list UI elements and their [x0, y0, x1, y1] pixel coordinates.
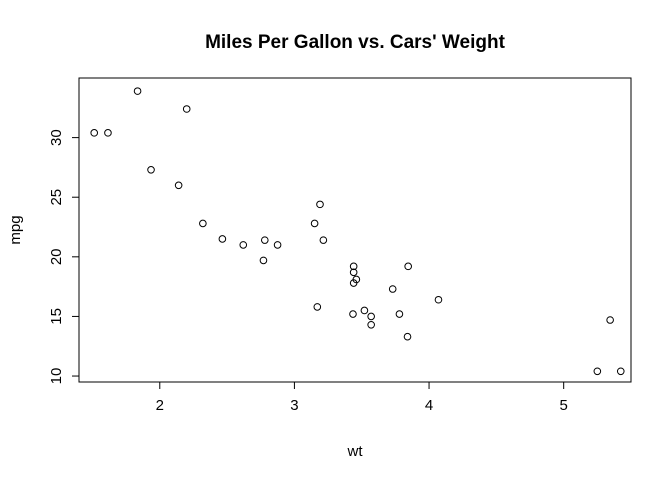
x-tick-label: 5: [560, 397, 568, 414]
data-point: [133, 87, 142, 95]
data-point: [182, 105, 191, 113]
y-axis: 10 15 20 25 30: [48, 129, 80, 385]
data-point: [273, 241, 282, 249]
data-point: [104, 129, 112, 137]
data-point: [349, 262, 358, 271]
x-tick-label: 4: [425, 397, 433, 414]
plot-frame: [78, 77, 632, 383]
data-point: [260, 236, 269, 244]
chart-title: Miles Per Gallon vs. Cars' Weight: [205, 32, 505, 53]
y-tick-label: 15: [48, 308, 65, 325]
x-axis-label: wt: [347, 443, 364, 460]
data-point: [606, 316, 614, 324]
data-point: [349, 268, 358, 277]
y-axis-label: mpg: [7, 215, 24, 244]
data-point: [388, 285, 397, 293]
y-tick-label: 25: [48, 189, 65, 206]
x-tick-label: 3: [290, 397, 298, 414]
data-point: [218, 235, 227, 243]
data-point: [593, 367, 602, 376]
data-point: [367, 312, 375, 321]
x-axis: 2 3 4 5: [156, 381, 568, 414]
y-tick-label: 20: [48, 248, 65, 265]
x-tick-label: 2: [156, 397, 164, 414]
data-point: [313, 303, 322, 311]
data-point: [616, 367, 625, 376]
y-tick-label: 10: [48, 368, 65, 385]
data-point: [316, 200, 324, 209]
data-point: [367, 320, 375, 329]
data-point: [349, 279, 358, 287]
data-point: [360, 306, 369, 315]
data-point: [310, 219, 319, 228]
data-point: [174, 181, 183, 190]
data-point: [239, 241, 248, 249]
data-point: [319, 236, 328, 244]
data-point: [404, 262, 412, 271]
data-point: [259, 256, 268, 265]
y-tick-label: 30: [48, 129, 65, 146]
data-points: [90, 87, 625, 376]
data-point: [90, 129, 99, 137]
data-point: [403, 332, 412, 341]
data-point: [434, 295, 443, 304]
data-point: [147, 165, 155, 174]
data-point: [349, 310, 357, 318]
data-point: [395, 310, 404, 318]
data-point: [199, 219, 207, 228]
